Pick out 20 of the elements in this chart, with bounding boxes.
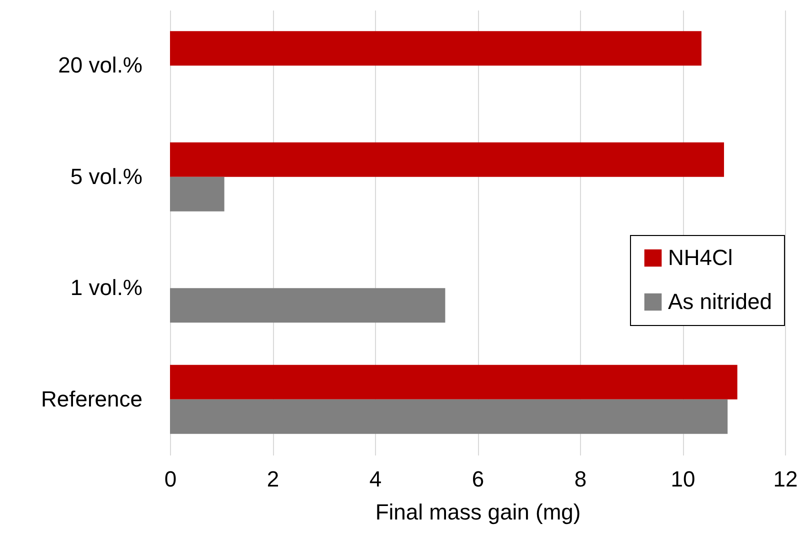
y-tick-label: Reference — [40, 386, 142, 412]
x-tick-label: 8 — [574, 466, 587, 492]
x-tick-label: 2 — [266, 466, 280, 492]
bar — [170, 399, 728, 434]
bar — [170, 364, 738, 400]
x-tick-label: 4 — [369, 466, 382, 492]
y-tick-label: 20 vol.% — [58, 52, 142, 78]
legend-label: NH4Cl — [668, 245, 733, 270]
x-tick-label: 6 — [472, 466, 484, 492]
y-tick-label: 1 vol.% — [70, 275, 142, 300]
bar — [170, 142, 724, 177]
x-tick-label: 0 — [164, 466, 177, 492]
bar — [170, 288, 446, 323]
x-tick-label: 12 — [773, 466, 798, 492]
legend-label: As nitrided — [668, 289, 772, 314]
x-axis-title: Final mass gain (mg) — [375, 500, 581, 524]
bar — [170, 176, 224, 212]
y-tick-label: 5 vol.% — [70, 164, 142, 189]
x-tick-label: 10 — [670, 466, 696, 492]
bar — [170, 31, 702, 66]
